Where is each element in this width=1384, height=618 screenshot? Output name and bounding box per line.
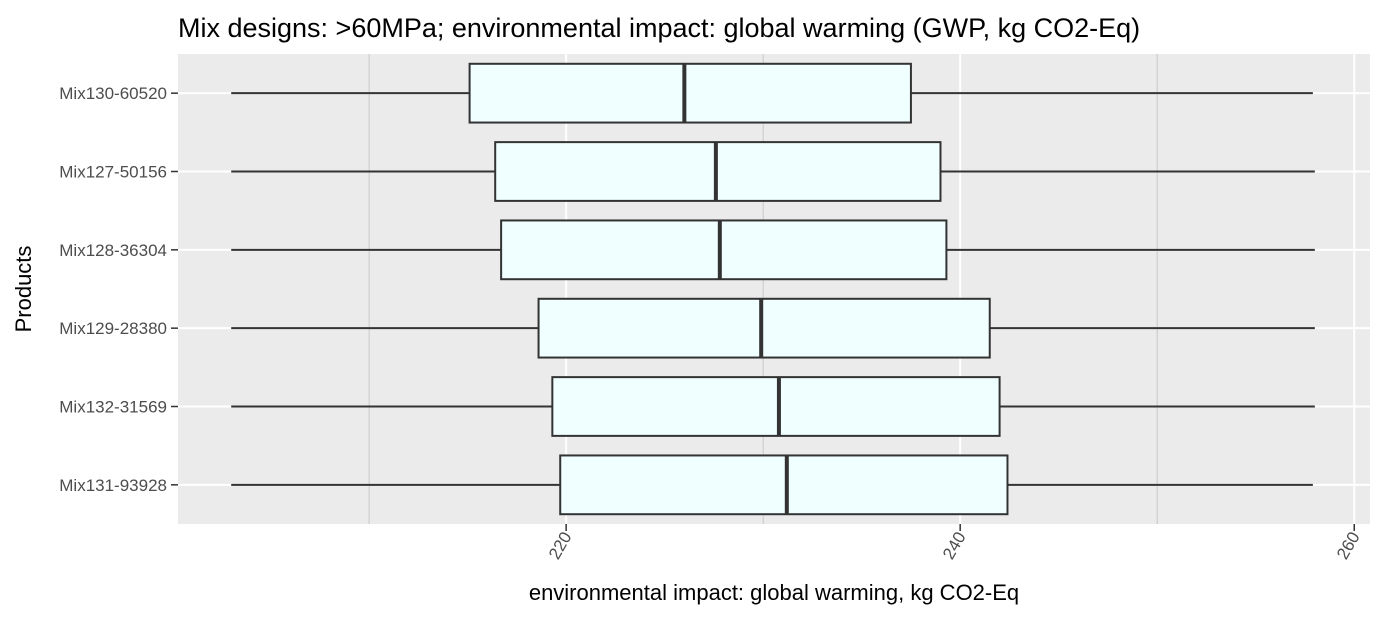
box-Mix132-31569 <box>231 376 1315 437</box>
x-axis-title: environmental impact: global warming, kg… <box>529 580 1019 605</box>
x-tick-label: 240 <box>939 529 970 563</box>
box-series <box>231 62 1315 516</box>
plot-panel <box>178 54 1370 524</box>
y-tick-label: Mix132-31569 <box>59 398 167 417</box>
box-Mix127-50156 <box>231 141 1315 202</box>
chart-title: Mix designs: >60MPa; environmental impac… <box>178 13 1140 43</box>
y-tick-label: Mix127-50156 <box>59 163 167 182</box>
x-tick-label: 260 <box>1333 529 1364 563</box>
box-Mix129-28380 <box>231 297 1315 359</box>
box-Mix128-36304 <box>231 219 1315 281</box>
box-iqr <box>500 219 948 281</box>
y-tick-label: Mix129-28380 <box>59 319 167 338</box>
box-iqr <box>559 454 1009 516</box>
y-tick-label: Mix130-60520 <box>59 84 167 103</box>
box-Mix130-60520 <box>231 62 1313 124</box>
y-axis-title: Products <box>11 246 36 333</box>
box-iqr <box>551 376 1001 437</box>
y-tick-label: Mix128-36304 <box>59 241 167 260</box>
minor-gridlines <box>368 54 1158 524</box>
x-tick-label: 220 <box>545 529 576 563</box>
y-axis: Mix130-60520 Mix127-50156 Mix128-36304 Mix1… <box>59 84 178 495</box>
x-axis: 220 240 260 <box>545 524 1364 563</box>
y-tick-label: Mix131-93928 <box>59 476 167 495</box>
box-Mix131-93928 <box>231 454 1313 516</box>
box-iqr <box>468 62 912 124</box>
box-iqr <box>537 297 991 359</box>
